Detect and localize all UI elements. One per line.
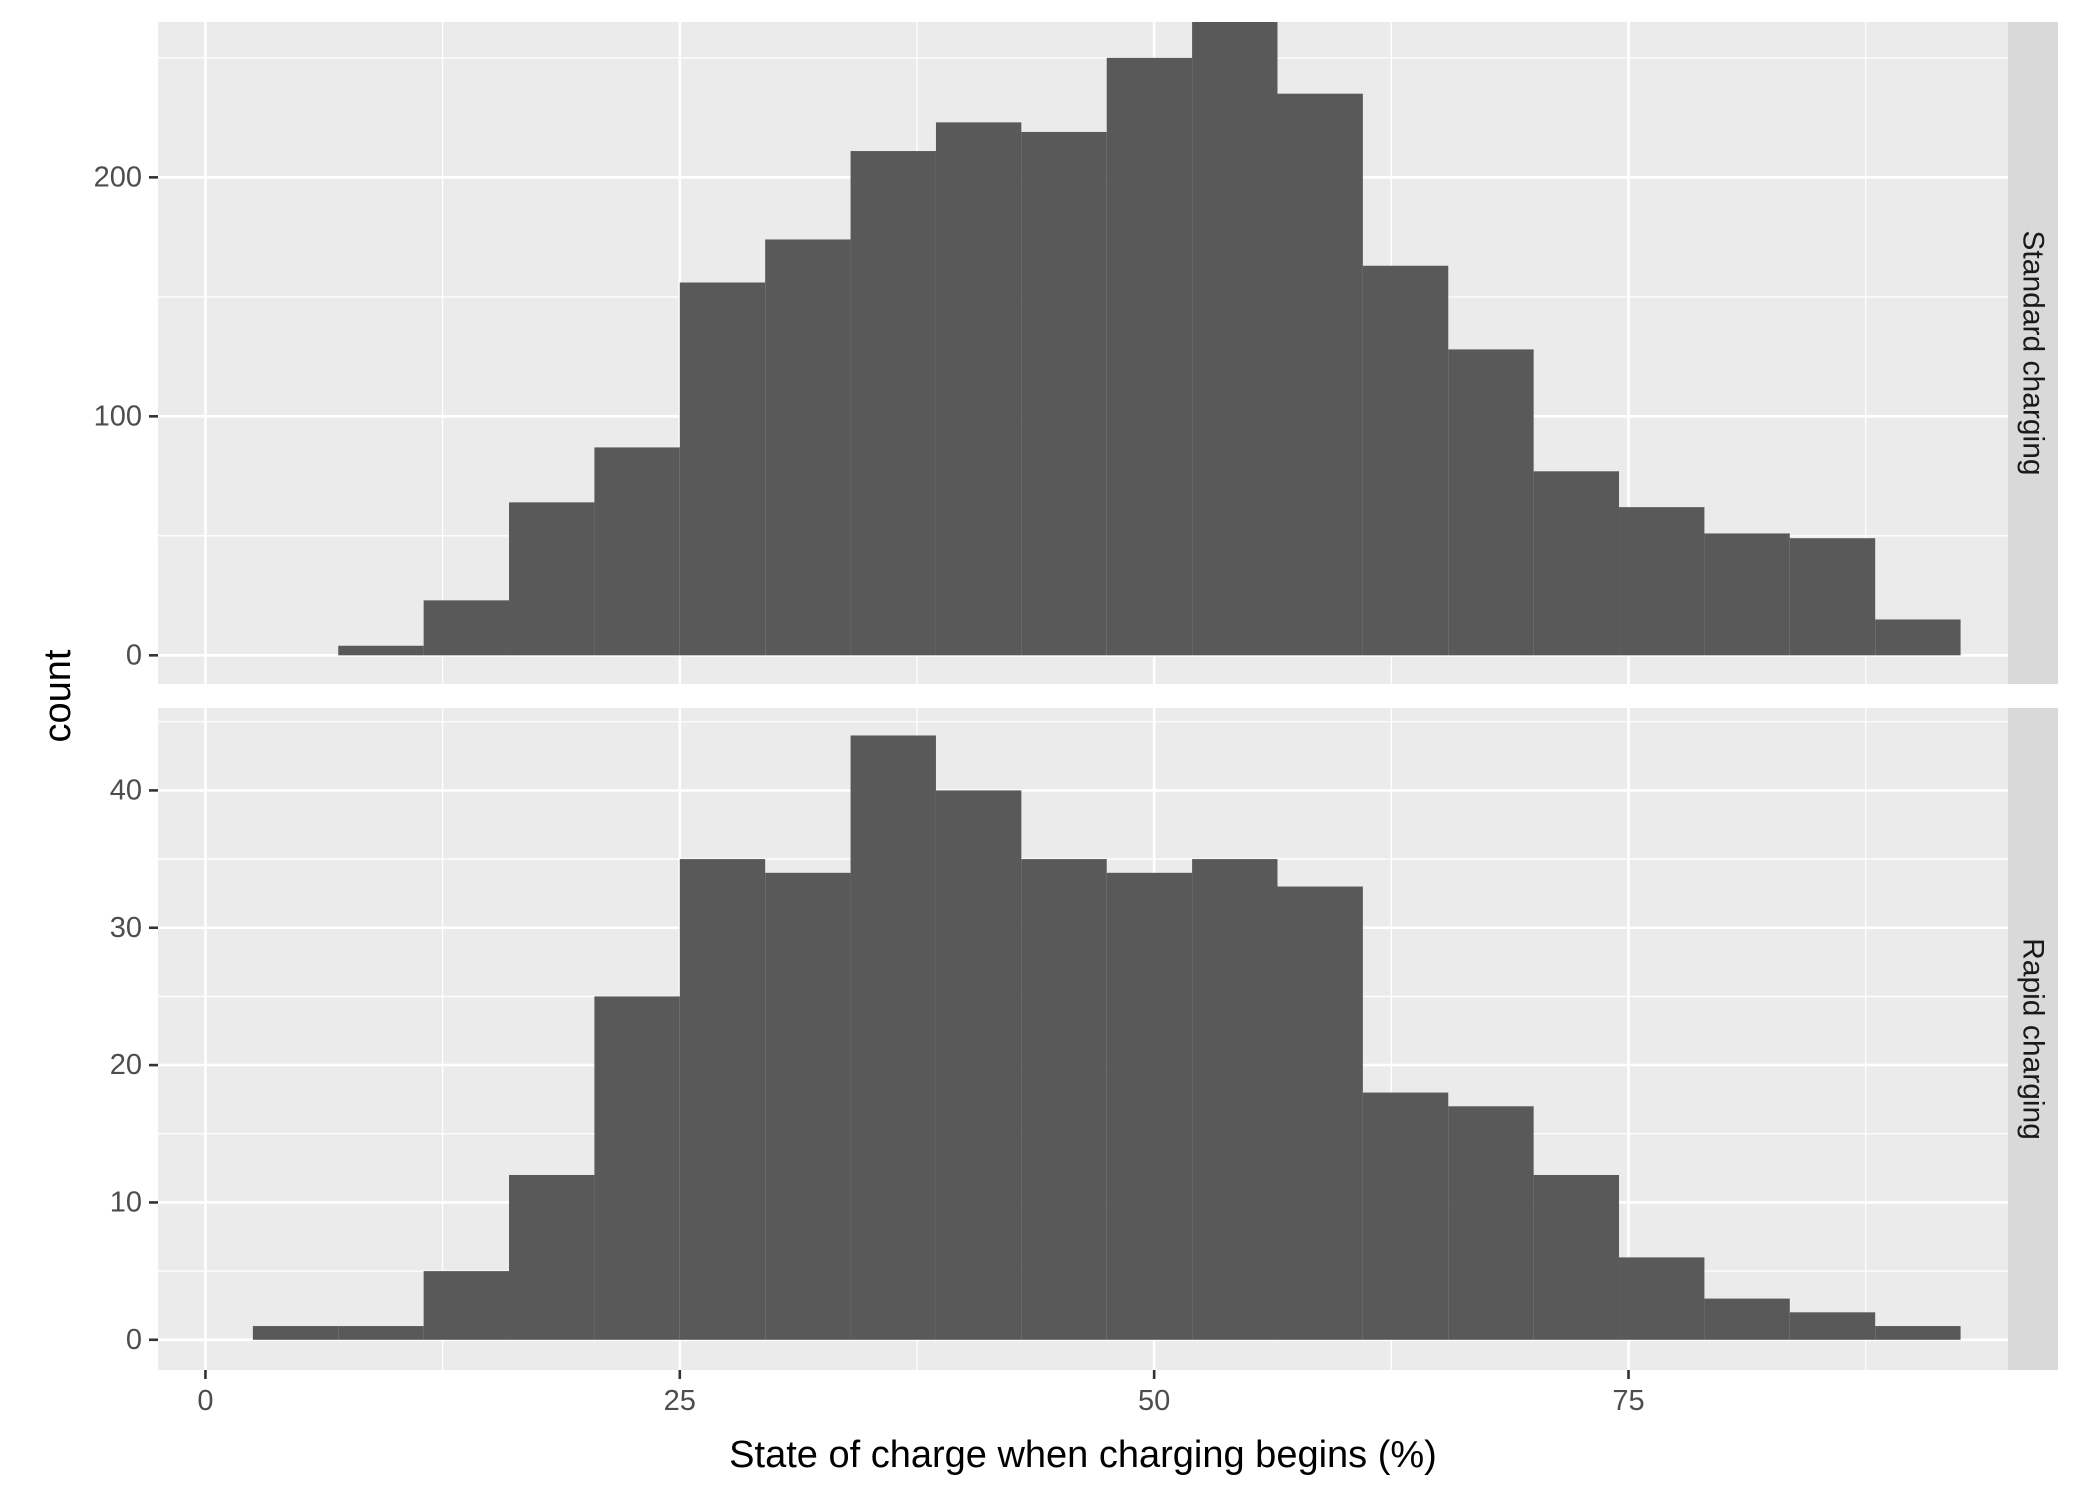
y-axis-rapid-charging: 0 10 20 30 40 xyxy=(110,774,158,1356)
histogram-bar xyxy=(1448,1106,1534,1340)
facet-label-standard-charging: Standard charging xyxy=(2017,230,2050,475)
y-tick-label: 40 xyxy=(110,774,142,806)
histogram-bar xyxy=(1448,349,1534,656)
histogram-bar xyxy=(1192,22,1278,656)
histogram-bar xyxy=(935,122,1022,656)
histogram-bar xyxy=(594,447,680,656)
histogram-bar xyxy=(1619,507,1705,656)
histogram-bar xyxy=(338,645,424,656)
y-tick-label: 200 xyxy=(94,161,142,193)
histogram-bar xyxy=(1106,872,1193,1340)
histogram-bar xyxy=(1362,1092,1449,1340)
y-axis-title: count xyxy=(37,649,79,742)
histogram-bar xyxy=(1533,471,1620,656)
histogram-bar xyxy=(1533,1174,1620,1340)
histogram-bar xyxy=(1704,1298,1790,1340)
histogram-bar xyxy=(1619,1257,1705,1340)
panel-rapid-charging: Rapid charging 0 10 20 30 40 xyxy=(110,708,2058,1370)
histogram-bars xyxy=(338,22,1961,656)
histogram-bar xyxy=(1789,1312,1876,1340)
panel-standard-charging: Standard charging 0 100 200 xyxy=(94,22,2058,684)
histogram-bar xyxy=(1021,131,1107,656)
histogram-bar xyxy=(509,1174,595,1340)
x-tick-label: 0 xyxy=(197,1385,213,1417)
histogram-bar xyxy=(850,735,936,1340)
y-tick-label: 10 xyxy=(110,1186,142,1218)
x-tick-label: 75 xyxy=(1612,1385,1644,1417)
histogram-bar xyxy=(1277,886,1363,1340)
histogram-bar xyxy=(1704,533,1790,656)
x-tick-label: 25 xyxy=(664,1385,696,1417)
y-tick-label: 100 xyxy=(94,400,142,432)
x-tick-label: 50 xyxy=(1138,1385,1170,1417)
histogram-bar xyxy=(338,1326,424,1340)
facet-strip xyxy=(2008,22,2058,684)
histogram-bar xyxy=(935,790,1022,1340)
histogram-bar xyxy=(594,996,680,1340)
histogram-bar xyxy=(1106,57,1193,656)
histogram-bar xyxy=(1192,859,1278,1340)
histogram-bar xyxy=(679,859,766,1340)
y-tick-label: 20 xyxy=(110,1049,142,1081)
histogram-bars xyxy=(252,735,1961,1340)
histogram-bar xyxy=(252,1326,339,1340)
y-tick-label: 30 xyxy=(110,912,142,944)
histogram-bar xyxy=(850,151,936,656)
histogram-bar xyxy=(679,282,766,656)
y-axis-standard-charging: 0 100 200 xyxy=(94,161,158,671)
histogram-bar xyxy=(1277,93,1363,656)
histogram-bar xyxy=(1021,859,1107,1340)
facet-strip xyxy=(2008,708,2058,1370)
facet-label-rapid-charging: Rapid charging xyxy=(2017,938,2050,1140)
histogram-bar xyxy=(423,600,510,656)
histogram-bar xyxy=(1875,619,1961,656)
histogram-bar xyxy=(509,502,595,656)
y-tick-label: 0 xyxy=(126,639,142,671)
histogram-bar xyxy=(765,872,851,1340)
histogram-bar xyxy=(765,239,851,656)
x-axis-title: State of charge when charging begins (%) xyxy=(729,1434,1437,1476)
histogram-bar xyxy=(423,1271,510,1340)
histogram-bar xyxy=(1875,1326,1961,1340)
y-tick-label: 0 xyxy=(126,1324,142,1356)
x-axis: 0 25 50 75 xyxy=(197,1370,1645,1417)
histogram-bar xyxy=(1362,265,1449,656)
histogram-bar xyxy=(1789,538,1876,656)
